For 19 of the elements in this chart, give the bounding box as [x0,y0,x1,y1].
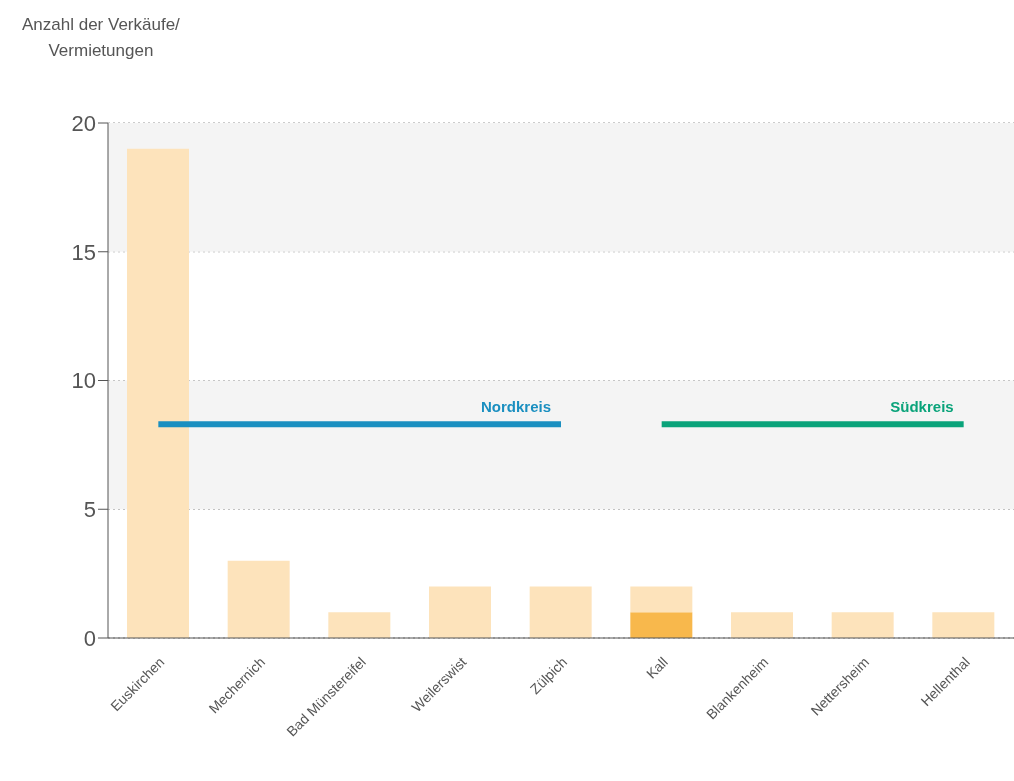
bar [630,612,693,638]
bar [127,148,189,638]
bar [831,612,894,638]
y-tick-label: 20 [71,110,96,136]
bar [227,560,290,638]
bar [932,612,995,638]
y-tick-label: 5 [83,497,96,523]
bar [429,586,491,638]
x-tick-label: Kall [642,653,671,682]
bar [731,612,793,638]
y-axis-title: Anzahl der Verkäufe/ Vermietungen [22,14,180,62]
y-tick-label: 10 [71,368,96,394]
bar [630,586,693,613]
bar [529,586,592,638]
series-label: Nordkreis [480,398,551,416]
y-tick-label: 0 [83,625,96,651]
bar [328,612,391,638]
y-tick-label: 15 [71,239,96,265]
series-label: Südkreis [890,398,954,416]
